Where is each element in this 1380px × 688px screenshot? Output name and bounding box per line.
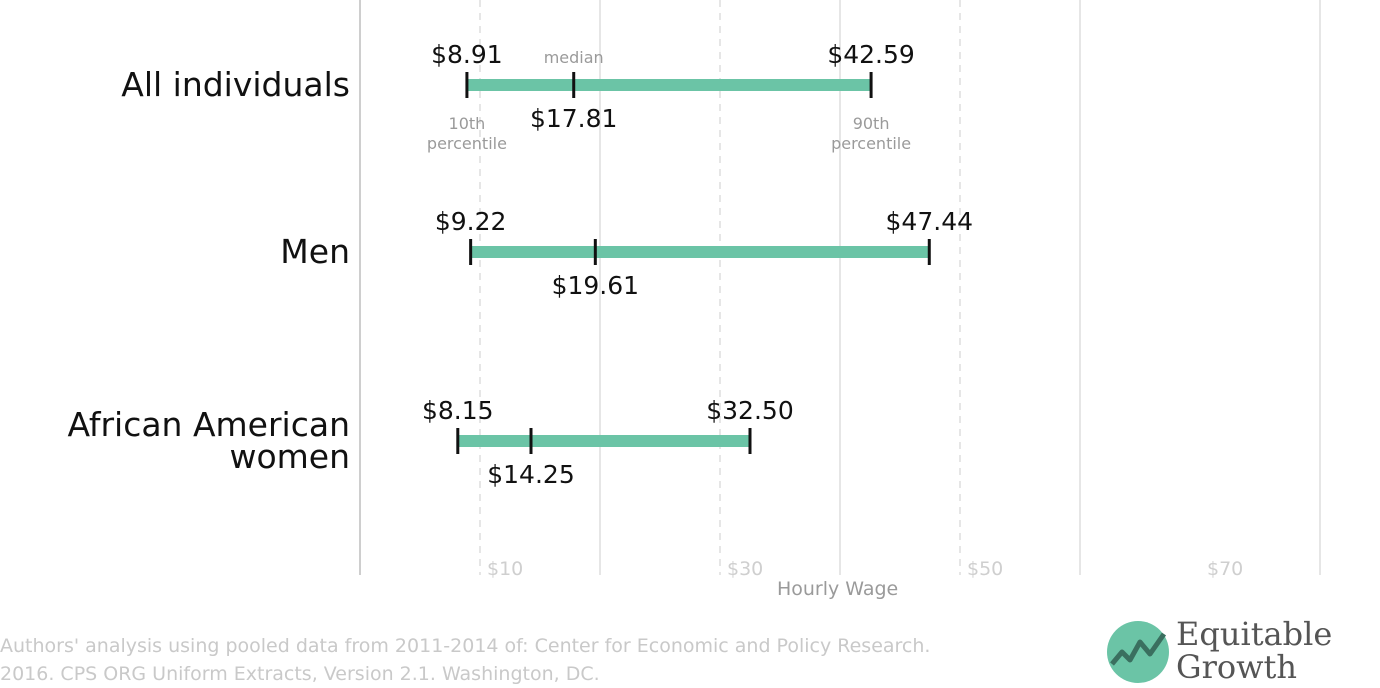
- p90-annotation: 90th: [853, 114, 890, 133]
- logo-line-2: Growth: [1176, 648, 1297, 686]
- x-tick-label: $50: [967, 558, 1003, 580]
- logo-wordmark: Equitable Growth: [1176, 618, 1332, 684]
- wage-range-chart: All individuals $8.91 $42.59 $17.81 median 10…: [67, 0, 1321, 600]
- p90-value-label: $42.59: [827, 40, 914, 69]
- p10-annotation: percentile: [427, 134, 507, 153]
- p90-value-label: $32.50: [706, 396, 793, 425]
- category-label-line: All individuals: [121, 65, 350, 104]
- logo-line-1: Equitable: [1176, 615, 1333, 653]
- x-tick-labels: $10 $30 $50 $70: [487, 558, 1243, 580]
- median-value-label: $14.25: [487, 460, 574, 489]
- median-value-label: $19.61: [552, 271, 639, 300]
- source-line-1: Authors' analysis using pooled data from…: [0, 635, 931, 657]
- category-label-line: Men: [280, 232, 350, 271]
- median-annotation: median: [544, 48, 604, 67]
- x-tick-label: $70: [1207, 558, 1243, 580]
- category-label: All individuals: [121, 65, 350, 104]
- gridlines: [479, 0, 1321, 575]
- median-value-label: $17.81: [530, 104, 617, 133]
- p10-annotation: 10th: [449, 114, 486, 133]
- x-axis-label: Hourly Wage: [777, 578, 898, 600]
- range-bar: [470, 246, 930, 258]
- category-label: African American women: [67, 405, 350, 476]
- growth-chart-icon: [1107, 621, 1169, 683]
- category-label-line: African American: [67, 405, 350, 444]
- x-tick-label: $30: [727, 558, 763, 580]
- category-label: Men: [280, 232, 350, 271]
- source-line-2: 2016. CPS ORG Uniform Extracts, Version …: [0, 663, 600, 685]
- p10-value-label: $8.15: [422, 396, 494, 425]
- source-note: Authors' analysis using pooled data from…: [0, 632, 980, 688]
- p90-value-label: $47.44: [886, 207, 973, 236]
- category-label-line: women: [229, 437, 350, 476]
- range-row: African American women $8.15 $32.50 $14.25: [67, 396, 793, 489]
- range-row: All individuals $8.91 $42.59 $17.81 median 10…: [121, 40, 915, 153]
- range-bar: [466, 79, 872, 91]
- range-row: Men $9.22 $47.44 $19.61: [280, 207, 973, 300]
- p10-value-label: $8.91: [431, 40, 503, 69]
- p90-annotation: percentile: [831, 134, 911, 153]
- p10-value-label: $9.22: [435, 207, 507, 236]
- range-bars: All individuals $8.91 $42.59 $17.81 median 10…: [67, 40, 973, 489]
- equitable-growth-logo: Equitable Growth: [1106, 618, 1380, 686]
- range-bar: [457, 435, 750, 447]
- x-tick-label: $10: [487, 558, 523, 580]
